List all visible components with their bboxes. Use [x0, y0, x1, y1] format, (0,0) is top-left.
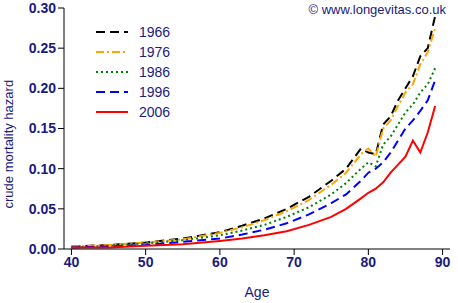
svg-text:0.05: 0.05 [29, 201, 56, 217]
svg-text:70: 70 [286, 254, 302, 270]
html-text:1996: 1996 [139, 84, 171, 100]
svg-text:0.20: 0.20 [29, 80, 56, 96]
html-text:2006: 2006 [139, 104, 171, 120]
svg-text:Age: Age [245, 284, 270, 300]
html-text:1966: 1966 [139, 24, 171, 40]
svg-text:80: 80 [361, 254, 377, 270]
svg-text:60: 60 [212, 254, 228, 270]
svg-text:40: 40 [64, 254, 80, 270]
svg-text:0.15: 0.15 [29, 120, 56, 136]
svg-text:0.00: 0.00 [29, 241, 56, 257]
svg-text:90: 90 [435, 254, 450, 270]
html-text:1976: 1976 [139, 44, 171, 60]
svg-text:0.30: 0.30 [29, 0, 56, 16]
svg-text:50: 50 [138, 254, 154, 270]
html-text:1986: 1986 [139, 64, 171, 80]
svg-text:crude mortality hazard: crude mortality hazard [8, 80, 16, 209]
html-text:© www.longevitas.co.uk: © www.longevitas.co.uk [308, 2, 446, 17]
svg-text:0.25: 0.25 [29, 40, 56, 56]
svg-text:0.10: 0.10 [29, 161, 56, 177]
